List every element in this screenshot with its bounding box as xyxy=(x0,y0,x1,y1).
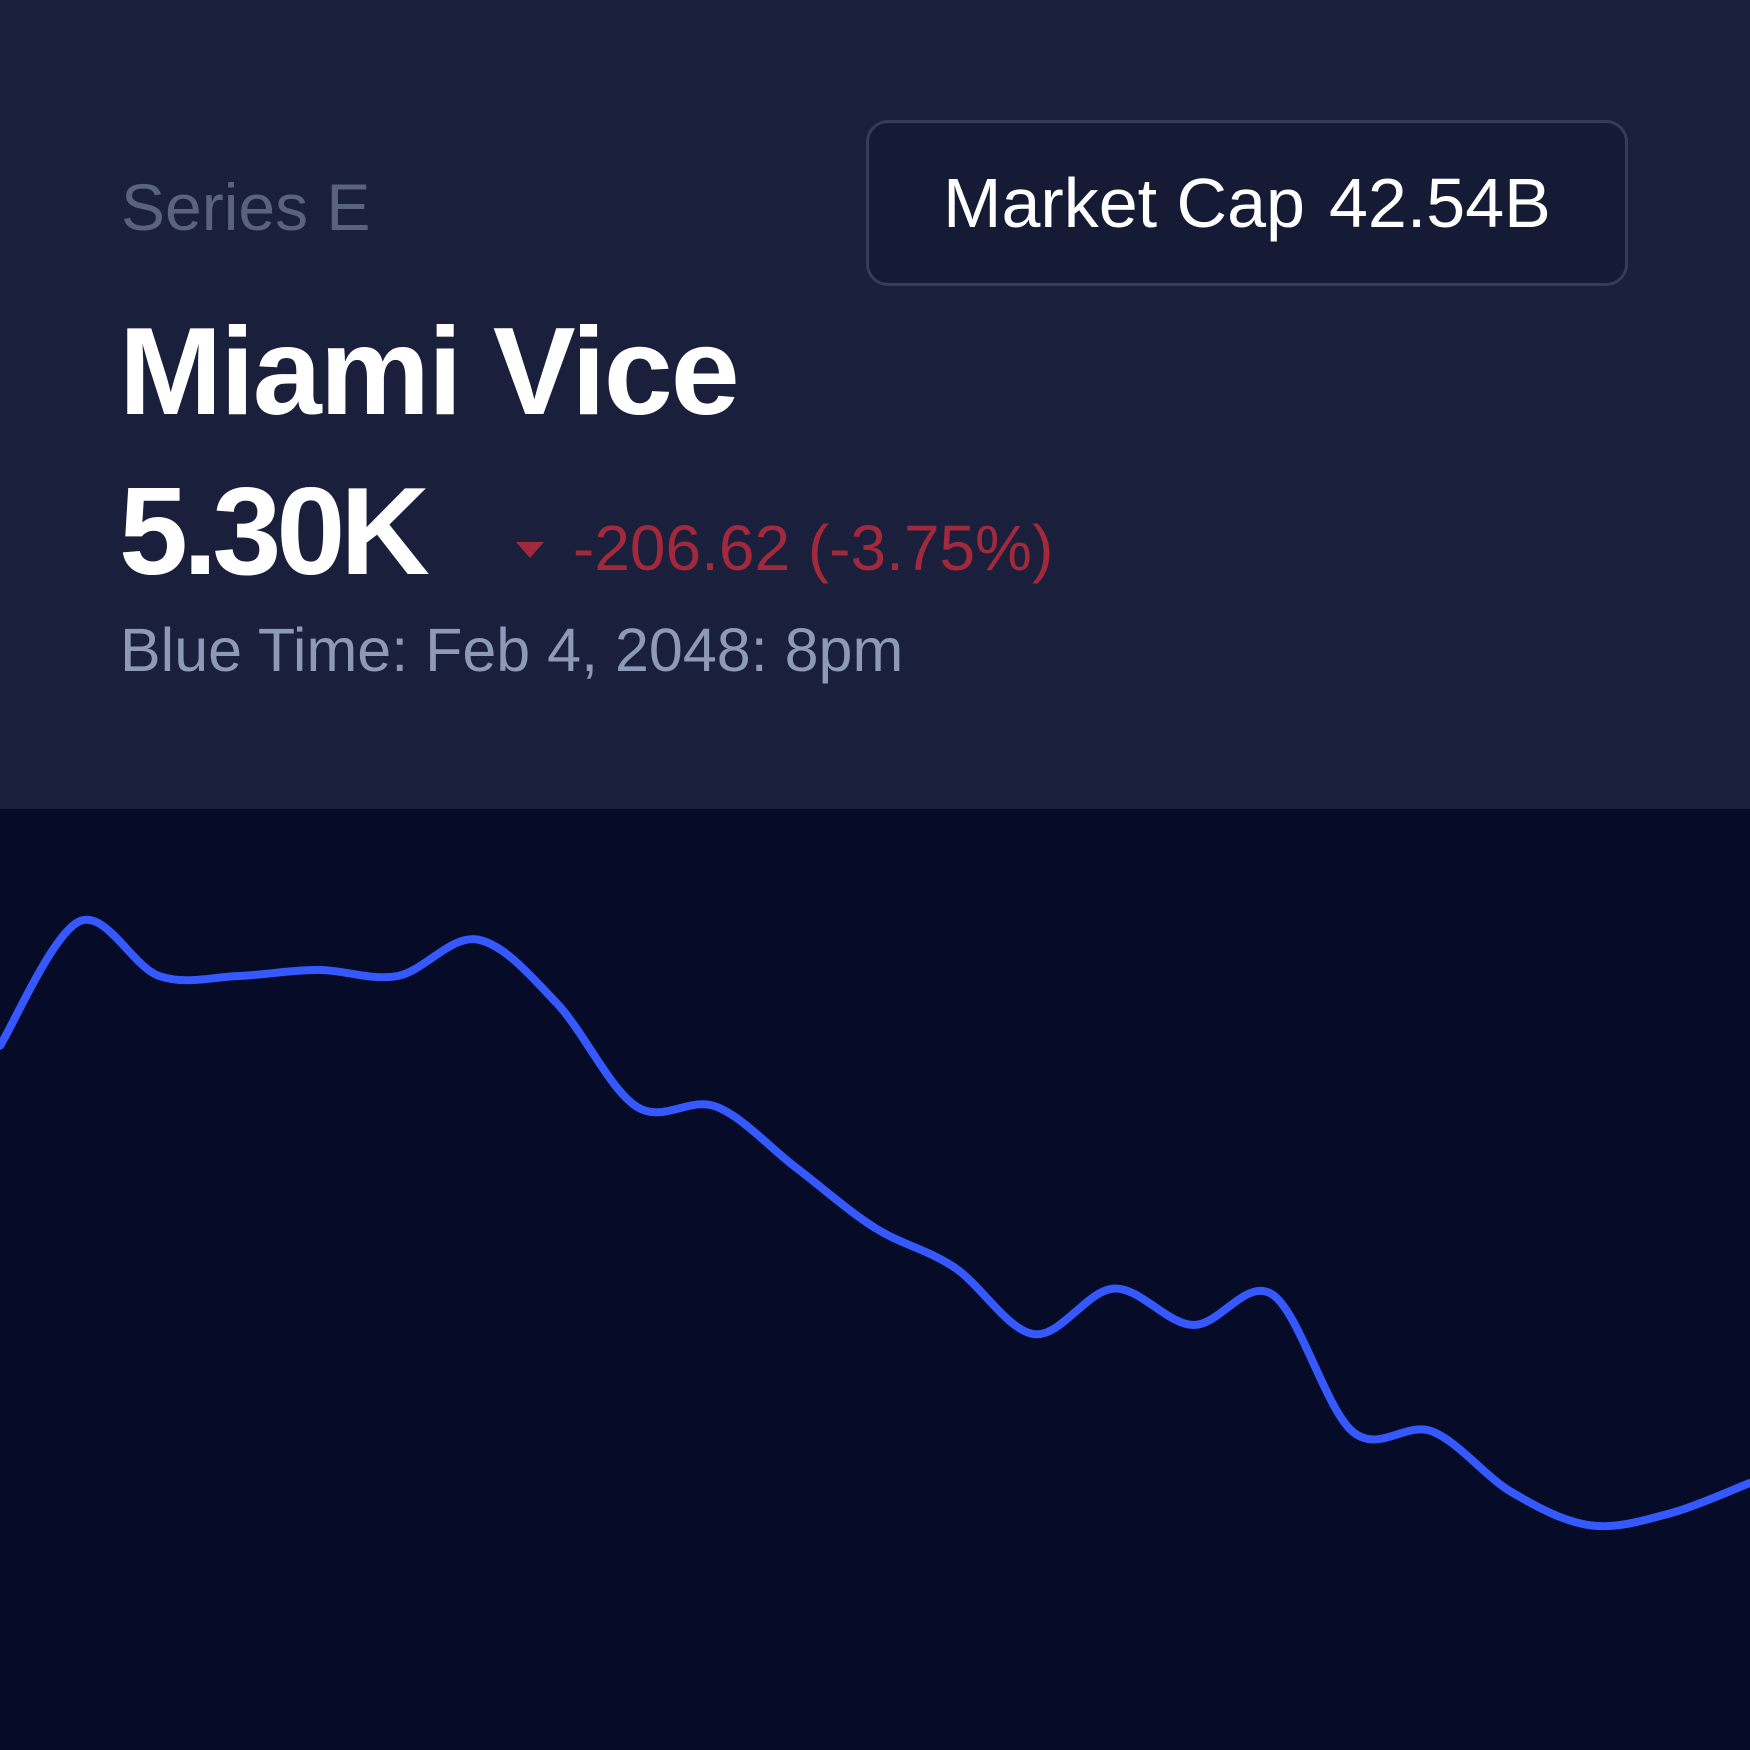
market-cap-value: 42.54B xyxy=(1328,164,1551,242)
price-line xyxy=(0,915,1750,1531)
timestamp: Blue Time: Feb 4, 2048: 8pm xyxy=(120,616,904,684)
price-value: 5.30K xyxy=(119,463,430,601)
price-change: -206.62 (-3.75%) xyxy=(573,512,1054,584)
price-chart xyxy=(0,915,1750,1531)
ticker-name: Miami Vice xyxy=(119,303,740,441)
market-cap-label: Market Cap xyxy=(943,164,1305,242)
down-arrow-icon xyxy=(516,542,544,558)
series-label: Series E xyxy=(121,170,371,244)
stock-header: Series E Miami Vice 5.30K -206.62 (-3.75… xyxy=(0,0,1750,809)
market-cap-badge: Market Cap 42.54B xyxy=(866,120,1628,286)
